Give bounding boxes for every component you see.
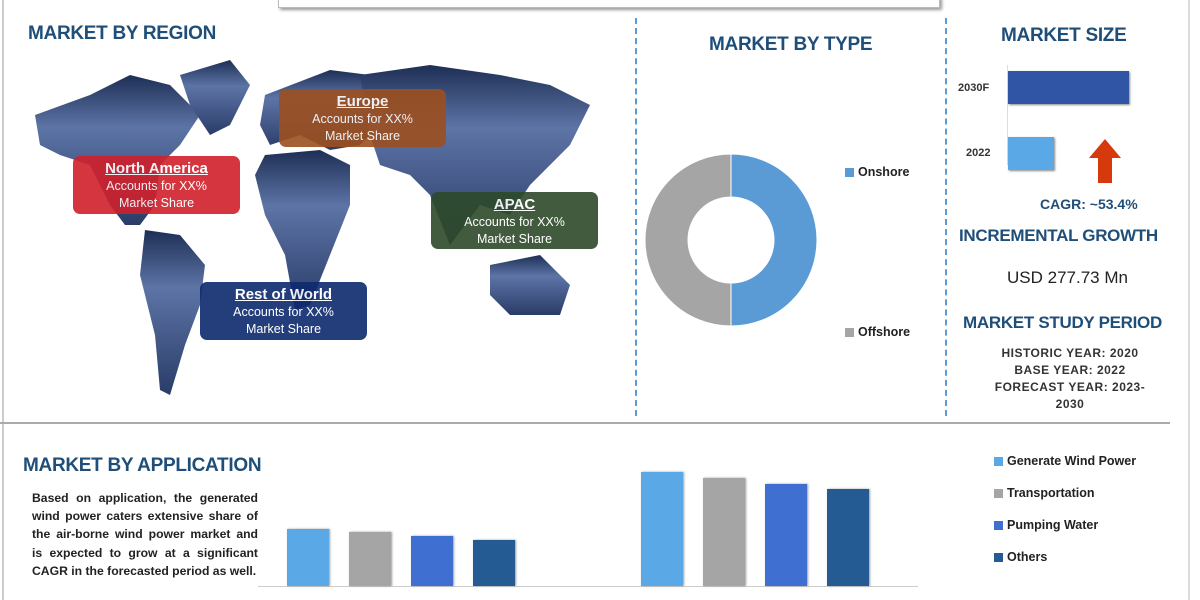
region-share-label: Market Share: [245, 322, 322, 336]
historic-year: HISTORIC YEAR: 2020: [1001, 346, 1139, 360]
region-name: Europe: [336, 93, 389, 110]
legend-swatch: [845, 167, 854, 177]
region-share: Accounts for XX%: [106, 179, 207, 193]
bar-others: [473, 540, 515, 586]
legend-others: Others: [994, 550, 1136, 582]
size-label-2030f: 2030F: [958, 82, 990, 94]
left-border: [2, 0, 4, 600]
bar-generate-wind-power: [287, 529, 329, 586]
application-description: Based on application, the generated wind…: [32, 491, 258, 578]
size-title: MARKET SIZE: [1001, 25, 1127, 46]
region-name: North America: [105, 160, 208, 177]
section-separator: [0, 422, 1170, 424]
legend-generate-wind-power: Generate Wind Power: [994, 454, 1136, 486]
legend-swatch: [994, 457, 1003, 466]
legend-label: Onshore: [858, 165, 910, 179]
size-bar-2022: [1008, 137, 1054, 170]
study-period-title: MARKET STUDY PERIOD: [963, 313, 1162, 332]
legend-label: Others: [1007, 550, 1048, 564]
legend-label: Pumping Water: [1007, 518, 1099, 532]
region-share: Accounts for XX%: [312, 112, 413, 126]
bar-generate-wind-power: [641, 472, 683, 586]
forecast-year-end: 2030: [1055, 397, 1085, 411]
divider: [635, 18, 637, 416]
right-border: [1188, 0, 1190, 600]
legend-onshore: Onshore: [845, 165, 909, 179]
region-box-europe: Europe Accounts for XX% Market Share: [279, 89, 446, 147]
cagr-value: CAGR: ~53.4%: [1040, 196, 1138, 212]
size-bar-2030f: [1008, 71, 1129, 104]
application-axis: [258, 586, 918, 587]
legend-swatch: [845, 327, 854, 337]
forecast-year: FORECAST YEAR: 2023-: [994, 380, 1146, 394]
incremental-growth-value: USD 277.73 Mn: [1007, 268, 1128, 287]
application-legend: Generate Wind Power Transportation Pumpi…: [994, 454, 1136, 582]
bar-others: [827, 489, 869, 586]
region-box-north-america: North America Accounts for XX% Market Sh…: [73, 156, 240, 214]
legend-swatch: [994, 489, 1003, 498]
bar-transportation: [349, 532, 391, 586]
region-share: Accounts for XX%: [464, 215, 565, 229]
region-name: Rest of World: [234, 286, 333, 303]
region-box-apac: APAC Accounts for XX% Market Share: [431, 192, 598, 249]
legend-transportation: Transportation: [994, 486, 1136, 518]
type-title: MARKET BY TYPE: [709, 34, 873, 55]
legend-label: Generate Wind Power: [1007, 454, 1137, 468]
type-donut-chart: [644, 153, 818, 327]
donut-slice-onshore: [730, 153, 818, 327]
top-banner-box: [278, 0, 940, 8]
bar-transportation: [703, 478, 745, 586]
legend-label: Offshore: [858, 325, 911, 339]
region-share-label: Market Share: [476, 232, 553, 246]
divider: [945, 18, 947, 416]
base-year: BASE YEAR: 2022: [1014, 363, 1126, 377]
region-name: APAC: [493, 196, 536, 213]
incremental-growth-title: INCREMENTAL GROWTH: [959, 226, 1158, 245]
legend-pumping-water: Pumping Water: [994, 518, 1136, 550]
study-period-list: HISTORIC YEAR: 2020 BASE YEAR: 2022 FORE…: [960, 345, 1180, 413]
size-label-2022: 2022: [966, 147, 991, 159]
bar-pumping-water: [411, 536, 453, 586]
legend-offshore: Offshore: [845, 325, 910, 339]
legend-swatch: [994, 521, 1003, 530]
region-share-label: Market Share: [118, 196, 195, 210]
application-title: MARKET BY APPLICATION: [23, 455, 262, 476]
region-share: Accounts for XX%: [233, 305, 334, 319]
legend-label: Transportation: [1007, 486, 1095, 500]
legend-swatch: [994, 553, 1003, 562]
donut-slice-offshore: [644, 153, 732, 327]
size-axis: [1007, 65, 1008, 165]
growth-arrow-icon: [1089, 139, 1121, 183]
region-box-rest-of-world: Rest of World Accounts for XX% Market Sh…: [200, 282, 367, 340]
bar-pumping-water: [765, 484, 807, 586]
region-title: MARKET BY REGION: [28, 23, 217, 44]
region-share-label: Market Share: [324, 129, 401, 143]
